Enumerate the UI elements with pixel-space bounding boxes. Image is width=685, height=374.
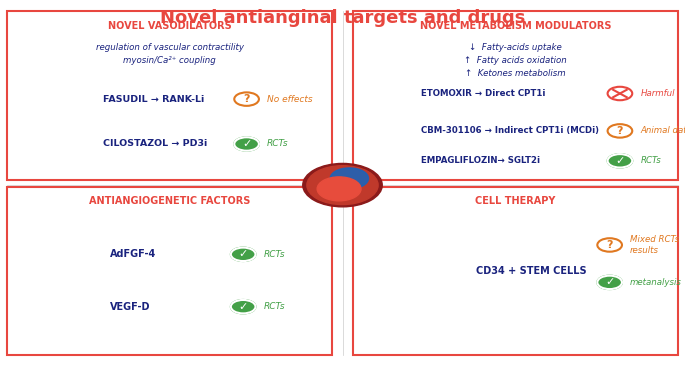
Circle shape bbox=[608, 124, 632, 138]
Circle shape bbox=[231, 248, 256, 261]
Text: Harmful: Harmful bbox=[640, 89, 675, 98]
Text: RCTs: RCTs bbox=[267, 140, 289, 148]
Circle shape bbox=[231, 300, 256, 313]
Text: ?: ? bbox=[243, 94, 250, 104]
Text: RCTs: RCTs bbox=[264, 302, 286, 311]
Circle shape bbox=[307, 166, 378, 205]
Circle shape bbox=[303, 163, 382, 207]
Text: ?: ? bbox=[616, 126, 623, 136]
FancyBboxPatch shape bbox=[7, 187, 332, 355]
Text: ✓: ✓ bbox=[615, 156, 625, 166]
Circle shape bbox=[608, 154, 632, 168]
Text: ?: ? bbox=[606, 240, 613, 250]
Circle shape bbox=[330, 168, 369, 189]
Text: NOVEL METABOLISM MODULATORS: NOVEL METABOLISM MODULATORS bbox=[420, 21, 611, 31]
Text: AdFGF-4: AdFGF-4 bbox=[110, 249, 156, 259]
Text: Mixed RCTs: Mixed RCTs bbox=[630, 235, 680, 244]
Text: CD34 + STEM CELLS: CD34 + STEM CELLS bbox=[476, 266, 586, 276]
Text: CELL THERAPY: CELL THERAPY bbox=[475, 196, 556, 206]
Text: CBM-301106 → Indirect CPT1i (MCDi): CBM-301106 → Indirect CPT1i (MCDi) bbox=[421, 126, 599, 135]
Text: Animal data: Animal data bbox=[640, 126, 685, 135]
Text: CILOSTAZOL → PD3i: CILOSTAZOL → PD3i bbox=[103, 140, 207, 148]
Circle shape bbox=[597, 276, 622, 289]
Text: No effects: No effects bbox=[267, 95, 313, 104]
FancyBboxPatch shape bbox=[7, 11, 332, 180]
Circle shape bbox=[608, 87, 632, 100]
Text: RCTs: RCTs bbox=[640, 156, 661, 165]
Circle shape bbox=[317, 177, 361, 201]
Text: RCTs: RCTs bbox=[264, 250, 286, 259]
Text: Novel antianginal targets and drugs: Novel antianginal targets and drugs bbox=[160, 9, 525, 27]
Text: ↓  Fatty-acids uptake
↑  Fatty acids oxidation
↑  Ketones metabolism: ↓ Fatty-acids uptake ↑ Fatty acids oxida… bbox=[464, 43, 566, 79]
Text: ✓: ✓ bbox=[242, 139, 251, 149]
FancyBboxPatch shape bbox=[353, 187, 678, 355]
Text: results: results bbox=[630, 246, 659, 255]
Text: ✓: ✓ bbox=[238, 302, 248, 312]
Text: ✓: ✓ bbox=[238, 249, 248, 259]
Circle shape bbox=[597, 238, 622, 252]
Text: metanalysis: metanalysis bbox=[630, 278, 682, 287]
Text: ETOMOXIR → Direct CPT1i: ETOMOXIR → Direct CPT1i bbox=[421, 89, 546, 98]
Text: ✓: ✓ bbox=[605, 278, 614, 287]
Circle shape bbox=[234, 92, 259, 106]
Text: VEGF-D: VEGF-D bbox=[110, 302, 150, 312]
Circle shape bbox=[234, 137, 259, 151]
Text: ANTIANGIOGENETIC FACTORS: ANTIANGIOGENETIC FACTORS bbox=[89, 196, 250, 206]
Text: regulation of vascular contractility
myosin/Ca²⁺ coupling: regulation of vascular contractility myo… bbox=[95, 43, 244, 65]
Text: EMPAGLIFLOZIN→ SGLT2i: EMPAGLIFLOZIN→ SGLT2i bbox=[421, 156, 540, 165]
Text: NOVEL VASODILATORS: NOVEL VASODILATORS bbox=[108, 21, 232, 31]
Text: FASUDIL → RANK-Li: FASUDIL → RANK-Li bbox=[103, 95, 204, 104]
FancyBboxPatch shape bbox=[353, 11, 678, 180]
